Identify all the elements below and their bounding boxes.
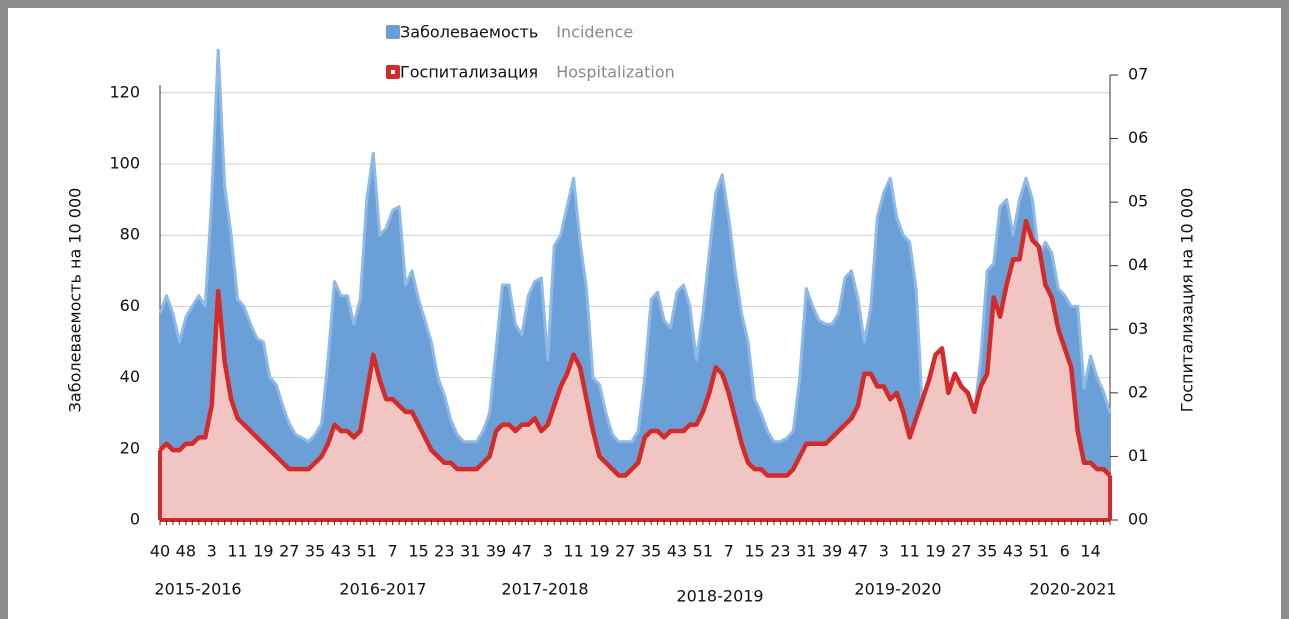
season-label: 2018-2019 — [676, 587, 763, 606]
y2-axis-label: Госпитализация на 10 000 — [1178, 188, 1197, 413]
x-tick-label: 39 — [486, 542, 506, 561]
x-tick-label: 27 — [279, 542, 299, 561]
y2-tick-label: 07 — [1128, 65, 1148, 84]
y-tick-label: 100 — [109, 154, 140, 173]
legend-swatch — [386, 25, 400, 39]
x-tick-label: 11 — [899, 542, 919, 561]
x-tick-label: 47 — [848, 542, 868, 561]
x-tick-label: 3 — [879, 542, 889, 561]
season-label: 2017-2018 — [501, 580, 588, 599]
x-tick-label: 35 — [305, 542, 325, 561]
y2-tick-label: 01 — [1128, 446, 1148, 465]
y-axis-label: Заболеваемость на 10 000 — [66, 188, 85, 413]
y2-tick-label: 05 — [1128, 192, 1148, 211]
x-tick-label: 31 — [796, 542, 816, 561]
x-tick-label: 15 — [408, 542, 428, 561]
x-tick-label: 35 — [641, 542, 661, 561]
y2-tick-label: 02 — [1128, 382, 1148, 401]
x-tick-label: 47 — [512, 542, 532, 561]
legend-label: Госпитализация — [400, 63, 538, 82]
x-tick-label: 6 — [1060, 542, 1070, 561]
x-tick-label: 23 — [434, 542, 454, 561]
x-tick-label: 19 — [589, 542, 609, 561]
y-tick-label: 40 — [120, 367, 140, 386]
y-tick-label: 120 — [109, 82, 140, 101]
x-tick-label: 15 — [744, 542, 764, 561]
x-tick-label: 7 — [724, 542, 734, 561]
area-line — [158, 48, 1112, 444]
area — [160, 221, 1110, 520]
legend-label-en: Hospitalization — [556, 63, 675, 82]
y-tick-label: 80 — [120, 225, 140, 244]
legend-label: Заболеваемость — [400, 23, 538, 42]
legend-label-en: Incidence — [556, 23, 633, 42]
x-tick-label: 43 — [667, 542, 687, 561]
x-tick-label: 23 — [770, 542, 790, 561]
season-label: 2016-2017 — [339, 580, 426, 599]
x-tick-label: 7 — [388, 542, 398, 561]
x-tick-label: 11 — [227, 542, 247, 561]
y2-tick-label: 03 — [1128, 319, 1148, 338]
x-tick-label: 51 — [693, 542, 713, 561]
season-label: 2015-2016 — [154, 580, 241, 599]
x-tick-label: 3 — [543, 542, 553, 561]
x-tick-label: 11 — [563, 542, 583, 561]
season-label: 2020-2021 — [1029, 580, 1116, 599]
y2-tick-label: 00 — [1128, 510, 1148, 529]
x-tick-label: 40 — [150, 542, 170, 561]
y-tick-label: 20 — [120, 438, 140, 457]
x-tick-label: 31 — [460, 542, 480, 561]
x-tick-label: 27 — [615, 542, 635, 561]
legend-swatch-dot — [391, 70, 395, 74]
x-tick-label: 35 — [977, 542, 997, 561]
y2-tick-label: 04 — [1128, 255, 1148, 274]
x-tick-label: 51 — [1029, 542, 1049, 561]
x-tick-label: 51 — [357, 542, 377, 561]
x-tick-label: 19 — [253, 542, 273, 561]
y-tick-label: 60 — [120, 296, 140, 315]
y2-tick-label: 06 — [1128, 128, 1148, 147]
area-line — [158, 218, 1112, 478]
x-tick-label: 19 — [925, 542, 945, 561]
x-tick-label: 39 — [822, 542, 842, 561]
y-tick-label: 0 — [130, 510, 140, 529]
x-tick-label: 27 — [951, 542, 971, 561]
x-tick-label: 3 — [207, 542, 217, 561]
x-tick-label: 43 — [331, 542, 351, 561]
x-tick-label: 48 — [176, 542, 196, 561]
x-tick-label: 43 — [1003, 542, 1023, 561]
season-label: 2019-2020 — [854, 580, 941, 599]
x-tick-label: 14 — [1080, 542, 1100, 561]
